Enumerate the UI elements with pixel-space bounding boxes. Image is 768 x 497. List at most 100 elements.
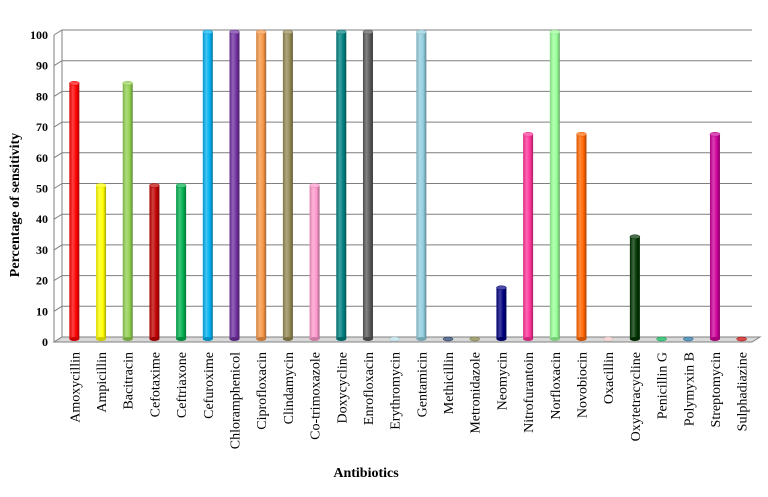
bar-top — [656, 336, 667, 342]
bar-doxycycline — [336, 29, 347, 341]
bar-body — [122, 83, 133, 339]
bar-top — [522, 131, 534, 137]
x-tick-label: Clindamycin — [282, 352, 297, 424]
x-tick-label: Penicillin G — [656, 352, 671, 419]
x-tick-label: Ampicillin — [95, 352, 110, 413]
x-tick-label: Erythromycin — [389, 352, 404, 430]
bar-body — [576, 134, 587, 339]
bar-top — [122, 81, 133, 86]
x-axis-title: Antibiotics — [333, 466, 399, 481]
bar-body — [362, 32, 373, 339]
x-tick-label: Co-trimoxazole — [309, 352, 324, 440]
y-tick-label: 50 — [36, 182, 48, 196]
bars — [69, 29, 747, 342]
bar-base — [149, 337, 160, 341]
x-tick-label: Oxacillin — [602, 352, 617, 404]
bar-body — [416, 32, 427, 339]
bar-penicillin-g — [656, 336, 667, 342]
bar-base — [629, 337, 640, 341]
bar-top — [389, 336, 400, 342]
bar-base — [496, 337, 507, 341]
bar-streptomycin — [709, 131, 721, 341]
y-tick-label: 100 — [30, 28, 48, 42]
bar-top — [202, 29, 214, 35]
bar-oxacillin — [602, 336, 614, 342]
chart-floor — [52, 336, 762, 343]
bar-body — [336, 32, 347, 339]
bar-co-trimoxazole — [309, 183, 320, 341]
x-tick-label: Bacitracin — [122, 352, 137, 410]
bar-base — [549, 337, 560, 341]
bar-base — [202, 337, 213, 341]
x-tick-label: Metronidazole — [469, 352, 484, 434]
y-tick-label: 20 — [36, 274, 48, 288]
bar-body — [176, 185, 187, 339]
bar-polymyxin-b — [683, 336, 694, 342]
bar-top — [309, 183, 320, 188]
bar-neomycin — [496, 285, 507, 341]
x-tick-label: Ciprofloxacin — [255, 352, 270, 430]
y-tick-labels: 0 10 20 30 40 50 60 70 80 90 100 — [30, 28, 48, 349]
bar-body — [709, 134, 720, 339]
gridline — [53, 60, 752, 67]
bar-top — [576, 131, 587, 137]
bar-top — [69, 81, 80, 86]
bar-top — [282, 29, 294, 35]
bar-amoxycillin — [69, 81, 80, 341]
bar-top — [416, 29, 427, 35]
x-tick-label: Novobiocin — [576, 352, 591, 418]
bar-body — [282, 32, 293, 339]
bar-body — [309, 185, 320, 339]
y-tick-label: 70 — [36, 120, 48, 134]
bar-top — [175, 183, 187, 188]
bar-base — [416, 337, 427, 341]
bar-ciprofloxacin — [255, 29, 267, 341]
bar-body — [229, 32, 240, 339]
bar-top — [549, 29, 561, 35]
bar-erythromycin — [389, 336, 400, 342]
x-tick-label: Enrofloxacin — [362, 352, 377, 425]
bar-cefotaxime — [149, 183, 160, 341]
bar-enrofloxacin — [362, 29, 374, 341]
x-tick-labels: Amoxycillin Ampicillin Bacitracin Cefotaxim… — [68, 352, 750, 449]
bar-base — [122, 337, 133, 341]
x-tick-label: Neomycin — [495, 352, 510, 410]
bar-base — [576, 337, 587, 341]
bar-top — [149, 183, 160, 188]
bar-base — [362, 337, 373, 341]
gridline — [53, 152, 752, 159]
bar-top — [683, 336, 694, 342]
bar-base — [336, 337, 347, 341]
bar-top — [629, 234, 641, 240]
bar-ceftriaxone — [175, 183, 187, 341]
x-tick-label: Doxycycline — [335, 352, 350, 424]
bar-base — [282, 337, 293, 341]
bar-top — [709, 131, 721, 137]
y-tick-label: 0 — [42, 335, 48, 349]
x-tick-label: Methicillin — [442, 352, 457, 414]
bar-gentamicin — [416, 29, 427, 341]
gridlines — [53, 29, 752, 343]
bar-methicillin — [442, 336, 454, 342]
gridline — [53, 90, 752, 97]
bar-metronidazole — [469, 336, 480, 342]
bar-base — [69, 337, 80, 341]
x-tick-label: Amoxycillin — [68, 352, 83, 423]
y-tick-label: 60 — [36, 151, 48, 165]
bar-base — [523, 337, 534, 341]
bar-body — [629, 236, 640, 339]
bar-body — [96, 185, 107, 339]
bar-base — [309, 337, 320, 341]
bar-body — [523, 134, 534, 339]
bar-body — [69, 83, 80, 339]
bar-novobiocin — [576, 131, 587, 341]
y-tick-label: 40 — [36, 212, 48, 226]
bar-sulphadiazine — [736, 336, 747, 342]
bar-base — [96, 337, 107, 341]
bar-clindamycin — [282, 29, 294, 341]
bar-body — [202, 32, 213, 339]
bar-body — [496, 287, 507, 339]
x-tick-label: Ceftriaxone — [175, 352, 190, 418]
